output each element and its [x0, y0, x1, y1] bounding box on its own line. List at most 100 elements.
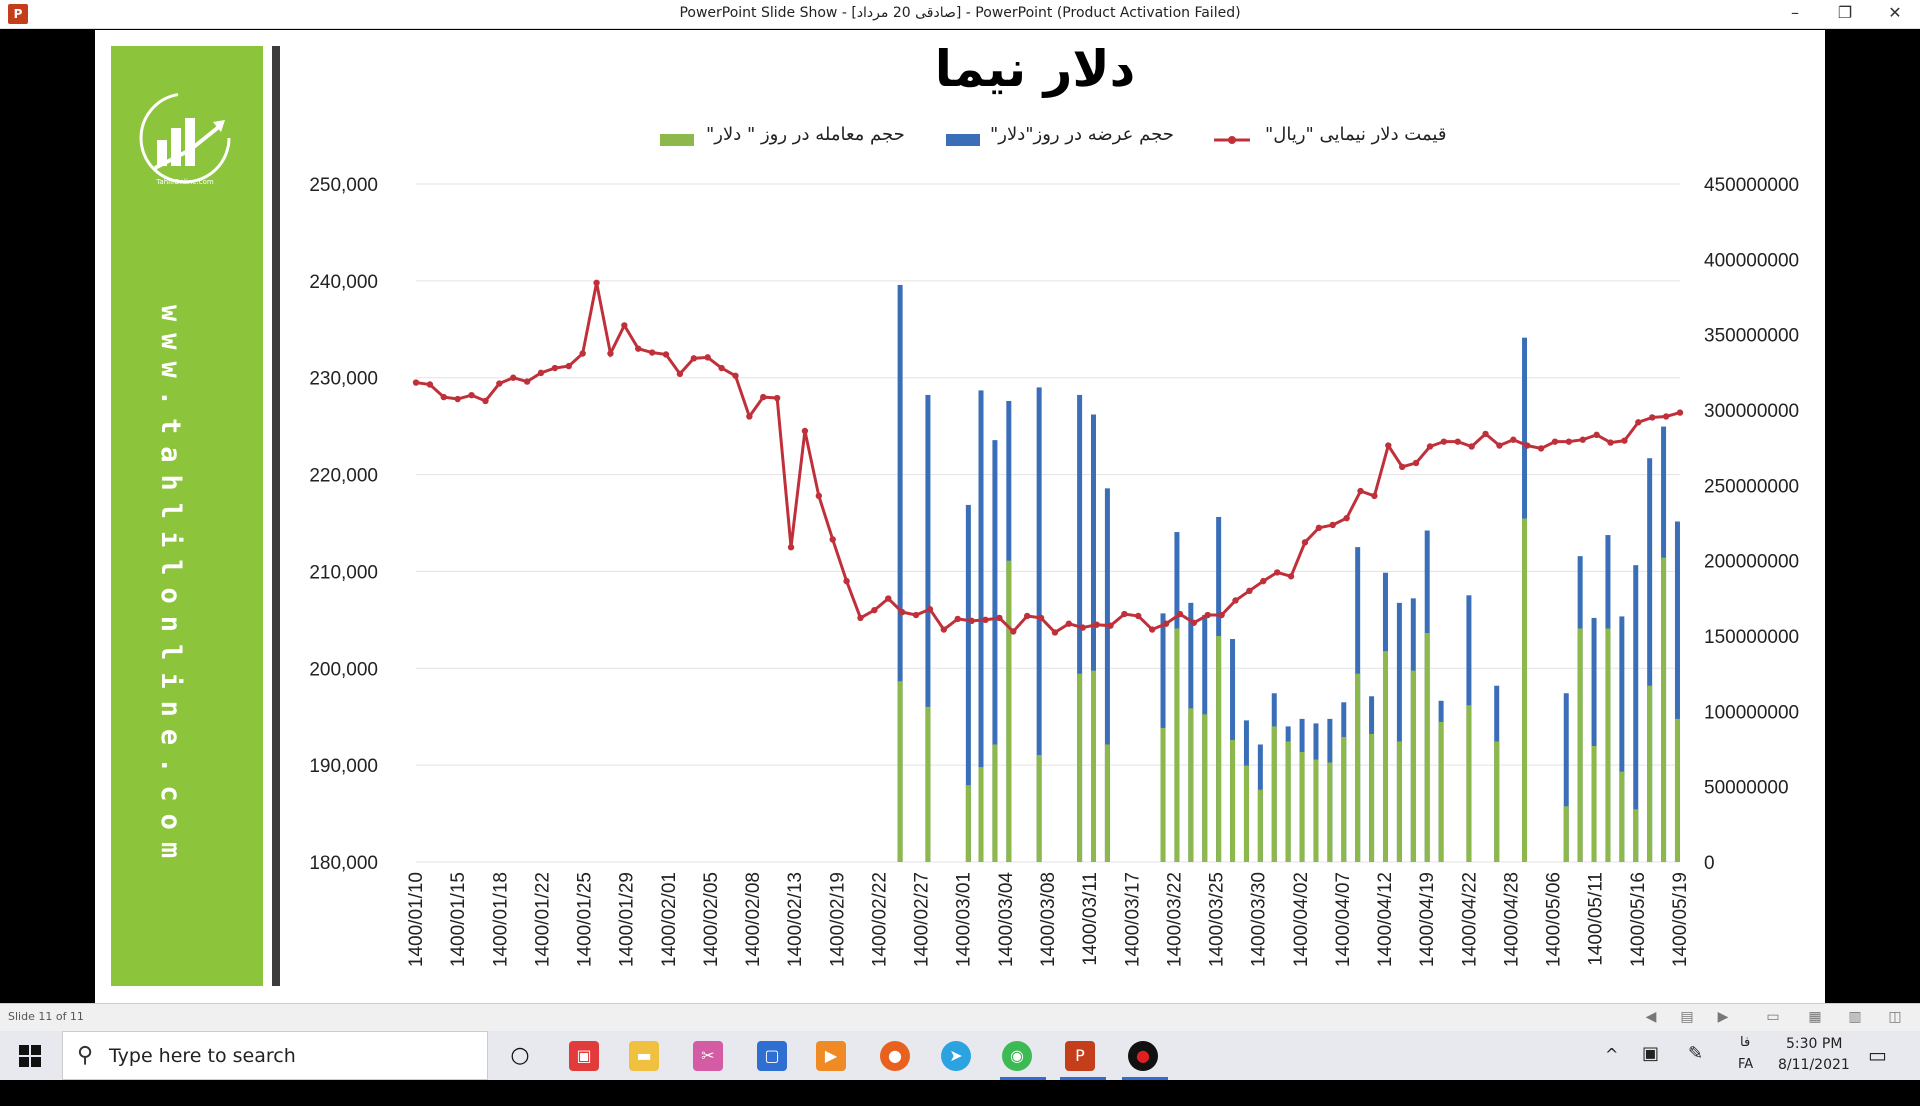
pen-icon[interactable]: ✎ — [1688, 1043, 1704, 1064]
snipping-tool-icon[interactable]: ✂ — [693, 1041, 723, 1071]
price-point — [1551, 438, 1559, 445]
price-point — [1607, 439, 1614, 446]
x-tick-label: 1400/05/11 — [1586, 872, 1607, 966]
restore-button[interactable]: ❐ — [1837, 3, 1853, 22]
trade-bar — [1243, 765, 1249, 862]
cortana-icon[interactable]: ○ — [510, 1043, 530, 1068]
y-left-tick-label: 200,000 — [309, 659, 378, 680]
trade-bar — [1036, 755, 1042, 862]
price-point — [690, 355, 698, 362]
media-player-icon[interactable]: ▶ — [816, 1041, 846, 1071]
x-tick-label: 1400/05/19 — [1670, 872, 1691, 967]
trade-bar — [1077, 673, 1083, 862]
x-tick-label: 1400/01/10 — [406, 872, 427, 967]
tray-overflow-icon[interactable]: ^ — [1605, 1045, 1619, 1064]
price-point — [1232, 597, 1239, 604]
price-point — [1051, 629, 1059, 636]
x-tick-label: 1400/01/29 — [617, 872, 638, 967]
slideshow-icon[interactable]: ◫ — [1888, 1009, 1902, 1025]
slide-menu-icon[interactable]: ▤ — [1680, 1009, 1694, 1025]
price-point — [1593, 431, 1600, 439]
trade-bar — [1591, 745, 1597, 862]
x-tick-label: 1400/02/01 — [659, 872, 680, 967]
gift-app-icon[interactable]: ▣ — [569, 1041, 599, 1071]
price-point — [843, 577, 850, 585]
price-point — [496, 380, 503, 387]
x-tick-label: 1400/03/01 — [954, 872, 975, 967]
clock-date[interactable]: 8/11/2021 — [1778, 1057, 1850, 1073]
previous-slide-icon[interactable]: ◀ — [1645, 1009, 1657, 1025]
reading-view-icon[interactable]: ▥ — [1848, 1009, 1862, 1025]
supply-bar — [978, 390, 984, 862]
file-explorer-icon[interactable]: ▬ — [629, 1041, 659, 1071]
trade-bar — [1522, 518, 1528, 862]
supply-bar — [925, 394, 931, 862]
close-button[interactable]: ✕ — [1888, 3, 1902, 22]
trade-bar — [1230, 739, 1236, 862]
x-tick-label: 1400/02/27 — [912, 872, 933, 967]
trade-bar — [925, 706, 931, 862]
price-point — [468, 391, 475, 399]
trade-bar — [1396, 741, 1402, 862]
trade-bar — [1619, 771, 1625, 862]
window-title: PowerPoint Slide Show - [صادقی 20 مرداد]… — [679, 5, 1241, 21]
x-tick-label: 1400/04/19 — [1417, 872, 1438, 967]
trade-bar — [897, 681, 903, 862]
price-point — [1579, 436, 1586, 443]
title-bar: P PowerPoint Slide Show - [صادقی 20 مردا… — [0, 0, 1920, 29]
supply-bar — [992, 440, 998, 862]
language-top[interactable]: فا — [1740, 1035, 1751, 1050]
x-tick-label: 1400/01/18 — [490, 872, 511, 967]
price-point — [593, 279, 600, 286]
y-right-tick-label: 150000000 — [1704, 627, 1799, 648]
trade-bar — [1494, 741, 1500, 862]
chrome-icon[interactable]: ◉ — [1002, 1041, 1032, 1071]
price-point — [551, 364, 559, 372]
y-left-tick-label: 220,000 — [309, 466, 378, 487]
clock-time[interactable]: 5:30 PM — [1786, 1036, 1843, 1052]
price-point — [1176, 610, 1184, 618]
powerpoint-app-icon[interactable]: P — [8, 4, 28, 24]
trade-bar — [1202, 714, 1208, 862]
x-tick-label: 1400/04/07 — [1333, 872, 1354, 967]
search-icon: ⚲ — [77, 1043, 94, 1068]
x-tick-label: 1400/01/22 — [532, 872, 553, 967]
taskbar-search-box[interactable]: ⚲ Type here to search — [62, 1031, 488, 1080]
trade-bar — [1271, 726, 1277, 862]
x-tick-label: 1400/03/08 — [1038, 872, 1059, 967]
trade-bar — [1313, 759, 1319, 862]
taskbar: ⚲ Type here to search ○ ▣ ▬ ✂ ▢ ▶ ● ➤ ◉ … — [0, 1031, 1920, 1080]
minimize-button[interactable]: – — [1791, 3, 1799, 22]
chart-logo-icon — [139, 92, 231, 184]
y-right-tick-label: 450000000 — [1704, 175, 1799, 196]
price-point — [1371, 492, 1378, 500]
price-point — [857, 614, 864, 622]
slide-indicator: Slide 11 of 11 — [8, 1010, 84, 1023]
legend-swatch-price — [1214, 136, 1250, 144]
telegram-icon[interactable]: ➤ — [941, 1041, 971, 1071]
trade-bar — [1327, 762, 1333, 862]
trade-bar — [1299, 752, 1305, 862]
supply-bar — [965, 504, 971, 862]
price-point — [454, 395, 461, 403]
notifications-icon[interactable]: ▭ — [1868, 1043, 1887, 1067]
sidebar-divider — [272, 46, 280, 986]
windows-start-icon[interactable] — [18, 1044, 42, 1068]
slide-sorter-icon[interactable]: ▦ — [1808, 1009, 1822, 1025]
desktop-app-icon[interactable]: ▢ — [757, 1041, 787, 1071]
price-point — [1621, 437, 1628, 444]
normal-view-icon[interactable]: ▭ — [1766, 1009, 1780, 1025]
powerpoint-taskbar-icon[interactable]: P — [1065, 1041, 1095, 1071]
firefox-icon[interactable]: ● — [880, 1041, 910, 1071]
price-point — [968, 617, 975, 625]
trade-bar — [1605, 628, 1611, 862]
recorder-icon[interactable]: ● — [1128, 1041, 1158, 1071]
language-indicator[interactable]: FA — [1738, 1057, 1754, 1072]
x-tick-label: 1400/03/17 — [1122, 872, 1143, 967]
y-left-tick-label: 240,000 — [309, 272, 378, 293]
next-slide-icon[interactable]: ▶ — [1717, 1009, 1729, 1025]
supply-bar — [1619, 616, 1625, 862]
network-icon[interactable]: ▣ — [1642, 1043, 1660, 1064]
slide-canvas[interactable] — [95, 30, 1825, 1003]
y-right-tick-label: 50000000 — [1704, 778, 1789, 799]
